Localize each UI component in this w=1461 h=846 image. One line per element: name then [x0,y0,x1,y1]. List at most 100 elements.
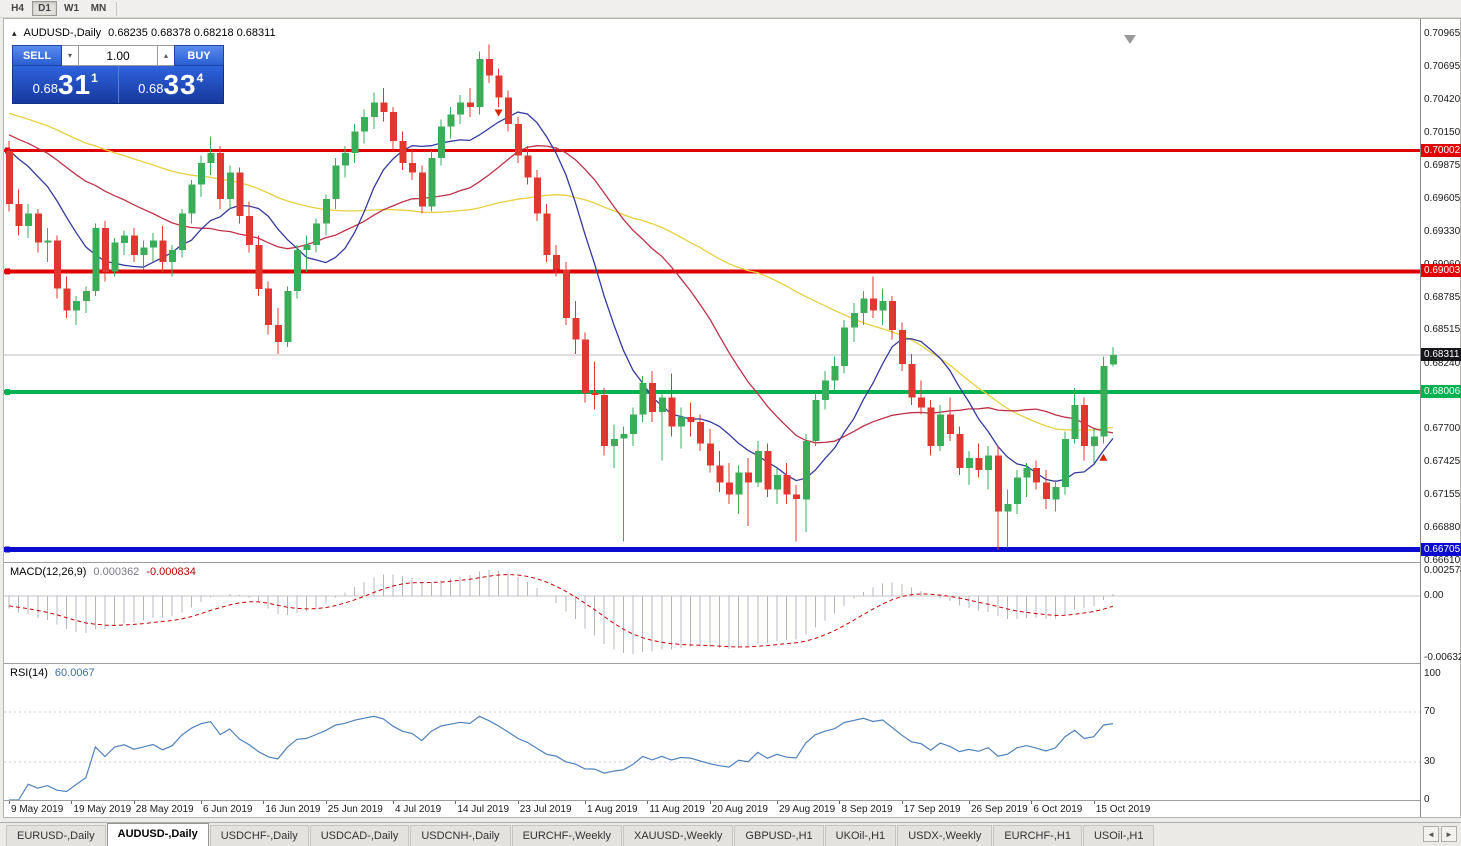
sell-button[interactable]: SELL [12,45,62,66]
volume-decrease-button[interactable]: ▾ [62,45,78,66]
date-tick [585,801,586,804]
chart-tab-usdchf-daily[interactable]: USDCHF-,Daily [209,825,309,846]
price-tick-label: 0.69875 [1424,159,1461,171]
rsi-label: RSI(14) 60.0067 [10,667,95,679]
moving-average-10 [8,111,1114,483]
rsi-scale-label: 70 [1424,705,1436,717]
macd-scale-label: 0.00 [1424,590,1444,602]
moving-average-50 [8,112,1114,431]
price-tick-label: 0.70150 [1424,126,1461,138]
price-tick-label: 0.69605 [1424,192,1461,204]
date-label: 29 Aug 2019 [779,804,836,815]
price-tick-label: 0.69060 [1424,259,1460,270]
chart-header: ▴ AUDUSD-,Daily 0.68235 0.68378 0.68218 … [12,27,276,39]
buy-button[interactable]: BUY [174,45,224,66]
macd-scale-label: -0.006326 [1424,652,1461,663]
panel-separator[interactable] [4,663,1460,664]
price-tick-label: 0.66880 [1424,522,1461,534]
chart-tab-audusd-daily[interactable]: AUDUSD-,Daily [106,823,209,846]
date-label: 8 Sep 2019 [841,804,893,815]
chart-tab-eurchf-h1[interactable]: EURCHF-,H1 [993,825,1082,846]
price-tick-label: 0.67700 [1424,423,1461,435]
date-tick [455,801,457,804]
buy-price-display[interactable]: 0.68 33 4 [119,66,224,103]
macd-signal-line [8,574,1114,648]
date-label: 17 Sep 2019 [903,804,961,815]
one-click-trading-panel: SELL ▾ ▴ BUY 0.68 31 1 0.68 33 4 [12,45,224,104]
time-axis[interactable]: 9 May 2019 19 May 2019 28 May 2019 6 Jun 20… [4,801,1420,817]
chart-tab-usdx-weekly[interactable]: USDX-,Weekly [897,825,993,846]
date-tick [709,801,711,804]
panel-separator[interactable] [4,562,1460,563]
chart-tab-eurchf-weekly[interactable]: EURCHF-,Weekly [511,825,622,846]
chart-tab-bar: EURUSD-,Daily AUDUSD-,Daily USDCHF-,Daily U… [0,822,1461,846]
date-tick [517,801,519,804]
hline-handle [5,546,10,553]
candles [6,44,1117,551]
chart-tab-usoil-h1[interactable]: USOil-,H1 [1082,825,1155,846]
rsi-indic​ator-panel[interactable] [4,664,1420,800]
sell-price-pip: 1 [91,71,98,85]
date-label: 25 Jun 2019 [327,804,383,815]
date-label: 14 Jul 2019 [457,804,510,815]
date-tick [133,801,135,804]
macd-indicator-panel[interactable] [4,563,1420,663]
chart-tab-usdcad-daily[interactable]: USDCAD-,Daily [309,825,410,846]
macd-scale-label: 0.002574 [1424,565,1461,576]
rsi-scale-label: 30 [1424,756,1436,768]
current-price-tag: 0.68311 [1421,348,1461,362]
price-tick-label: 0.69330 [1424,225,1461,237]
date-label: 6 Jun 2019 [203,804,253,815]
date-tick [263,801,265,804]
date-label: 16 Jun 2019 [265,804,321,815]
date-tick [393,801,394,804]
price-scale[interactable]: 0.70965 0.70695 0.70420 0.70150 0.69875 0.696… [1420,19,1461,817]
chart-tab-xauusd-weekly[interactable]: XAUUSD-,Weekly [622,825,734,846]
price-tick-label: 0.68240 [1424,357,1461,369]
timeframe-button-d1[interactable]: D1 [32,1,57,16]
chart-tab-eurusd-daily[interactable]: EURUSD-,Daily [6,825,106,846]
chart-area[interactable]: 9 May 2019 19 May 2019 28 May 2019 6 Jun 20… [3,18,1461,818]
price-tick-label: 0.70420 [1424,93,1461,105]
price-tick-label: 0.68785 [1424,291,1461,303]
price-tick-label: 0.70965 [1424,28,1461,39]
ohlc-values: 0.68235 0.68378 0.68218 0.68311 [108,27,276,39]
timeframe-button-w1[interactable]: W1 [64,3,79,14]
volume-input[interactable] [78,45,158,66]
price-chart-canvas[interactable] [4,19,1420,562]
buy-price-pip: 4 [196,71,204,85]
hline-handle [5,268,10,275]
chart-tab-usdcnh-daily[interactable]: USDCNH-,Daily [410,825,511,846]
date-label: 11 Aug 2019 [649,804,705,815]
toolbar-separator [116,1,117,16]
date-tick [201,801,202,804]
timeframe-button-mn[interactable]: MN [90,3,107,14]
tabs-scroll-right-button[interactable]: ► [1441,826,1457,842]
timeframe-button-h4[interactable]: H4 [11,3,24,14]
chart-shift-marker [1124,35,1136,44]
chart-tab-ukoil-h1[interactable]: UKOil-,H1 [824,825,897,846]
date-label: 9 May 2019 [11,804,64,815]
sell-price-display[interactable]: 0.68 31 1 [13,66,119,103]
macd-histogram [8,569,1114,654]
rsi-line [9,715,1114,800]
panel-separator [4,800,1460,801]
date-label: 4 Jul 2019 [395,804,442,815]
volume-increase-button[interactable]: ▴ [158,45,174,66]
date-label: 26 Sep 2019 [971,804,1028,815]
date-tick [1093,801,1095,804]
chart-tab-gbpusd-h1[interactable]: GBPUSD-,H1 [734,825,824,846]
sell-price-prefix: 0.68 [32,81,58,96]
trade-arrow [1099,453,1108,461]
symbol-title: AUDUSD-,Daily [23,27,102,39]
macd-label: MACD(12,26,9) 0.000362 -0.000834 [10,566,196,578]
hline-price-tag: 0.69003 [1421,264,1461,278]
date-tick [9,801,10,804]
date-tick [1031,801,1033,804]
tabs-scroll-left-button[interactable]: ◄ [1423,826,1439,842]
date-label: 15 Oct 2019 [1095,804,1151,815]
date-label: 6 Oct 2019 [1033,804,1083,815]
rsi-scale-label: 100 [1424,668,1441,679]
one-click-collapse-icon[interactable]: ▴ [12,27,17,38]
date-tick [71,801,73,804]
